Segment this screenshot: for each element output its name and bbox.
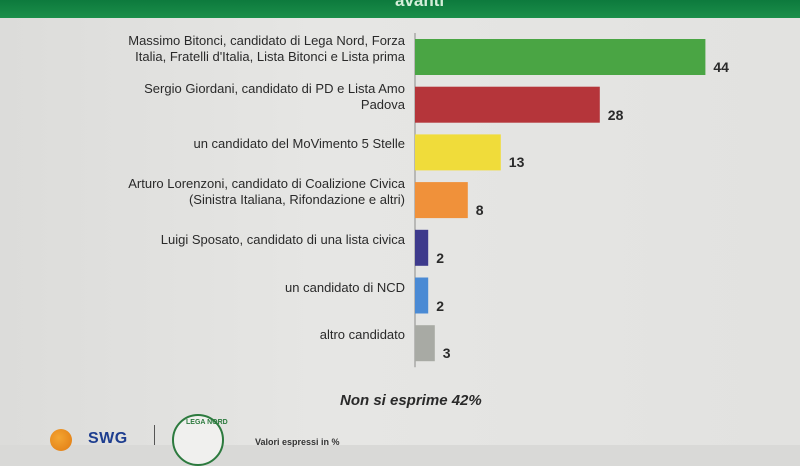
bar-value-label: 28 [607,106,624,123]
header-title-fragment: avanti [395,0,445,10]
bar [415,39,706,75]
bar-value-label: 44 [713,59,729,75]
bar [415,182,468,219]
bar-value-label: 2 [436,249,444,266]
chart-sheet [0,18,800,445]
bar-value-label: 8 [475,202,484,219]
header-band: avanti [0,0,800,18]
bar-value-label: 2 [436,297,444,314]
bar [415,325,435,362]
logo-divider [154,425,155,445]
bar-value-label: 13 [508,154,525,171]
bar [415,277,429,314]
swg-logo: SWG [50,427,140,451]
swg-logo-mark [50,429,72,451]
category-label: Luigi Sposato, candidato di una lista ci… [160,231,405,247]
bar-value-label: 3 [442,345,451,362]
swg-logo-text: SWG [88,430,128,447]
bar-chart [414,33,706,368]
category-label: altro candidato [319,327,405,343]
category-label: Sergio Giordani, candidato di PD e Lista… [144,80,405,112]
category-label: un candidato del MoVimento 5 Stelle [193,136,405,152]
bar [415,229,429,266]
no-opinion-note: Non si esprime 42% [340,392,482,409]
source-note: Valori espressi in % [255,437,340,447]
category-label: Massimo Bitonci, candidato di Lega Nord,… [128,33,405,64]
bar [415,86,600,123]
bar [415,134,501,171]
category-label: un candidato di NCD [285,279,405,295]
lega-nord-logo-text: LEGA NORD [186,419,228,426]
category-label: Arturo Lorenzoni, candidato di Coalizion… [128,176,405,208]
